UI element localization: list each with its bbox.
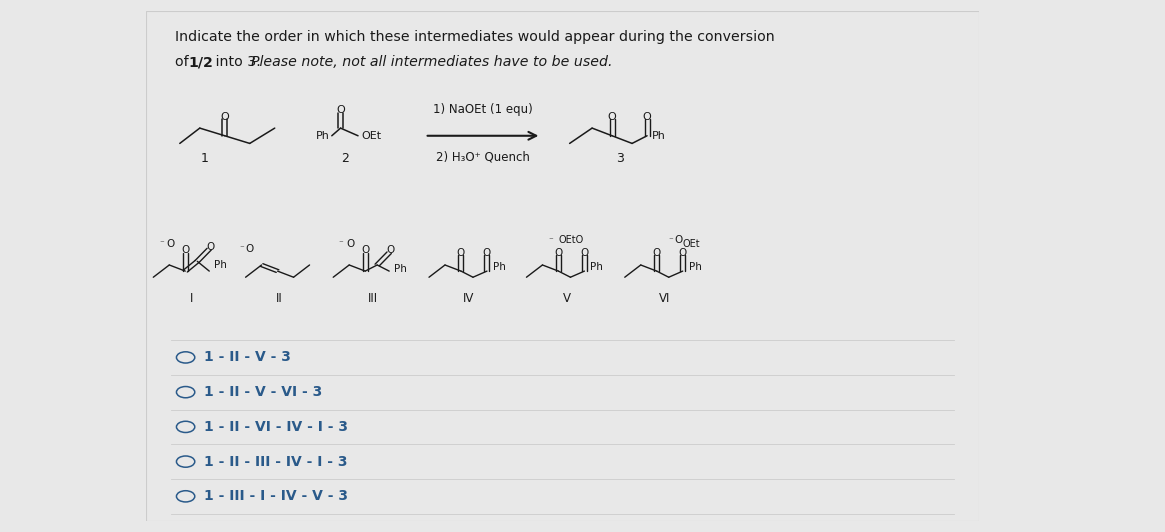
Text: 1 - III - I - IV - V - 3: 1 - III - I - IV - V - 3 [204,489,348,503]
Text: O: O [482,248,492,257]
Text: OEt: OEt [362,131,382,141]
Text: O: O [361,245,369,255]
Text: O: O [643,112,651,122]
Text: O: O [167,239,175,249]
Text: ⁻: ⁻ [339,239,344,248]
Text: O: O [386,245,394,255]
Text: IV: IV [464,292,474,305]
Text: O: O [246,244,254,254]
Text: into 3.: into 3. [211,55,264,69]
Text: 2: 2 [341,152,350,165]
Text: O: O [457,248,465,257]
Text: Please note, not all intermediates have to be used.: Please note, not all intermediates have … [250,55,612,69]
Text: Ph: Ph [689,262,701,272]
Text: O: O [652,248,661,257]
Text: ⁻: ⁻ [239,245,243,254]
Text: OEtO: OEtO [558,236,584,245]
Text: of: of [175,55,193,69]
Text: 1 - II - VI - IV - I - 3: 1 - II - VI - IV - I - 3 [204,420,348,434]
Text: Ph: Ph [493,262,506,272]
Text: I: I [190,292,193,305]
Text: 1/2: 1/2 [188,55,213,69]
Text: O: O [555,248,563,257]
Text: O: O [580,248,588,257]
Text: Ph: Ph [591,262,603,272]
Text: ⁻: ⁻ [548,236,553,245]
Text: Indicate the order in which these intermediates would appear during the conversi: Indicate the order in which these interm… [175,30,775,44]
Text: O: O [346,239,354,249]
Text: Ph: Ph [316,131,330,141]
Text: O: O [181,245,190,255]
Text: VI: VI [659,292,670,305]
Text: O: O [206,242,214,252]
Text: 1: 1 [200,152,209,165]
Text: O: O [220,112,230,122]
Text: 1 - II - III - IV - I - 3: 1 - II - III - IV - I - 3 [204,455,347,469]
Text: 1) NaOEt (1 equ): 1) NaOEt (1 equ) [433,103,532,115]
Text: O: O [608,112,616,122]
Text: OEt: OEt [683,239,700,249]
Text: III: III [368,292,379,305]
Text: O: O [337,105,345,115]
Text: O: O [678,248,687,257]
Text: 1 - II - V - VI - 3: 1 - II - V - VI - 3 [204,385,323,399]
Text: 1 - II - V - 3: 1 - II - V - 3 [204,351,291,364]
Text: 2) H₃O⁺ Quench: 2) H₃O⁺ Quench [436,151,530,164]
Text: ⁻: ⁻ [669,236,673,245]
Text: 3: 3 [615,152,623,165]
Text: Ph: Ph [652,131,666,141]
Text: Ph: Ph [394,264,407,273]
Text: V: V [563,292,571,305]
Text: II: II [276,292,283,305]
Text: Ph: Ph [214,260,227,270]
Text: ⁻: ⁻ [158,239,163,248]
Text: O: O [675,236,683,245]
